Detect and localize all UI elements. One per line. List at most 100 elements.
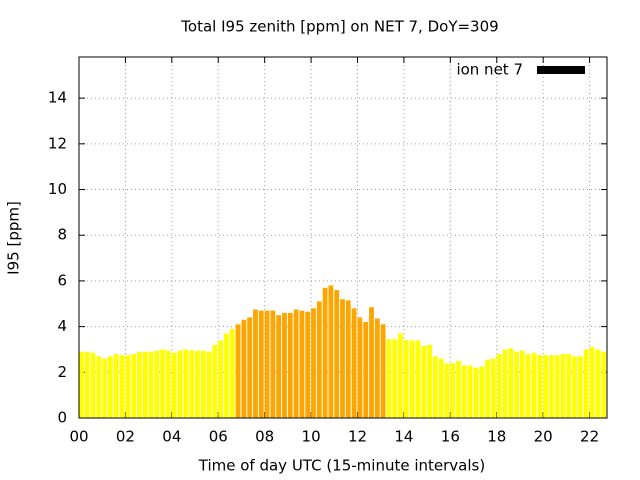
bar xyxy=(496,354,502,418)
x-tick-label: 06 xyxy=(209,428,228,446)
x-tick-label: 02 xyxy=(116,428,135,446)
bar xyxy=(125,355,131,418)
x-tick-label: 14 xyxy=(394,428,413,446)
bar xyxy=(270,310,276,418)
bar xyxy=(264,310,270,418)
bar xyxy=(502,349,508,418)
bar xyxy=(316,301,322,418)
bar xyxy=(183,349,189,418)
bar xyxy=(450,363,456,418)
bar xyxy=(473,367,479,418)
bar xyxy=(438,358,444,418)
bar xyxy=(119,355,125,418)
bar xyxy=(142,351,148,418)
bar xyxy=(224,333,229,418)
x-tick-label: 20 xyxy=(534,428,553,446)
bar xyxy=(421,346,427,418)
bar xyxy=(166,350,171,418)
bar xyxy=(305,311,311,418)
bar xyxy=(479,366,485,418)
bar xyxy=(357,317,363,418)
bar xyxy=(171,352,177,418)
bar xyxy=(432,356,438,418)
legend-swatch xyxy=(537,66,585,74)
y-tick-label: 8 xyxy=(57,226,67,244)
bar xyxy=(137,351,142,418)
y-tick-label: 12 xyxy=(48,134,67,152)
x-tick-label: 12 xyxy=(348,428,367,446)
bar xyxy=(212,344,218,418)
bar xyxy=(96,356,102,418)
bar xyxy=(322,287,328,418)
x-tick-label: 04 xyxy=(162,428,181,446)
bar xyxy=(148,351,154,418)
bar xyxy=(258,310,264,418)
x-axis-label: Time of day UTC (15-minute intervals) xyxy=(198,457,485,475)
bar xyxy=(386,339,392,418)
bar xyxy=(293,309,299,418)
bar xyxy=(84,351,90,418)
bar xyxy=(398,333,403,418)
bar xyxy=(595,349,601,418)
x-tick-label: 16 xyxy=(441,428,460,446)
legend-label: ion net 7 xyxy=(456,61,523,79)
bar xyxy=(328,285,334,418)
bar xyxy=(287,312,293,418)
bar xyxy=(572,356,577,418)
bar xyxy=(79,351,84,418)
bar xyxy=(554,355,560,418)
bar xyxy=(189,350,195,418)
bar xyxy=(276,315,282,418)
bar xyxy=(456,360,461,418)
bar xyxy=(351,308,357,418)
bar xyxy=(206,351,212,418)
bar xyxy=(392,339,398,418)
bar xyxy=(444,363,450,418)
bar xyxy=(589,347,595,418)
bar xyxy=(345,300,351,418)
bar xyxy=(218,340,224,418)
bar xyxy=(583,349,589,418)
bar xyxy=(160,349,166,418)
bar xyxy=(467,365,473,418)
bar xyxy=(537,355,543,418)
bar xyxy=(490,358,496,418)
y-tick-label: 10 xyxy=(48,180,67,198)
x-tick-label: 22 xyxy=(580,428,599,446)
bar xyxy=(519,350,525,418)
plot-frame xyxy=(78,56,608,419)
bar xyxy=(548,355,554,418)
x-tick-label: 18 xyxy=(487,428,506,446)
bar xyxy=(508,348,514,418)
bar xyxy=(531,352,537,418)
chart-title: Total I95 zenith [ppm] on NET 7, DoY=309 xyxy=(180,18,498,36)
bar xyxy=(601,351,606,418)
bar xyxy=(131,354,137,418)
bar xyxy=(299,310,305,418)
bar xyxy=(374,318,380,418)
bar xyxy=(241,319,247,418)
y-tick-label: 14 xyxy=(48,89,67,107)
bar xyxy=(177,350,183,418)
bar xyxy=(282,312,287,418)
bar xyxy=(514,351,519,418)
bar xyxy=(543,355,548,418)
bar xyxy=(577,356,583,418)
bar xyxy=(409,340,415,418)
bar xyxy=(369,307,374,418)
bar xyxy=(113,354,119,418)
y-tick-label: 0 xyxy=(57,409,67,427)
y-tick-label: 4 xyxy=(57,317,67,335)
bar xyxy=(525,354,531,418)
bar xyxy=(229,328,235,418)
bar xyxy=(195,350,200,418)
bar xyxy=(154,350,160,418)
y-tick-label: 2 xyxy=(57,363,67,381)
bar xyxy=(380,324,386,418)
bar xyxy=(363,322,369,418)
x-tick-label: 10 xyxy=(302,428,321,446)
bar xyxy=(200,350,206,418)
bar xyxy=(235,324,241,418)
bar xyxy=(108,356,113,418)
